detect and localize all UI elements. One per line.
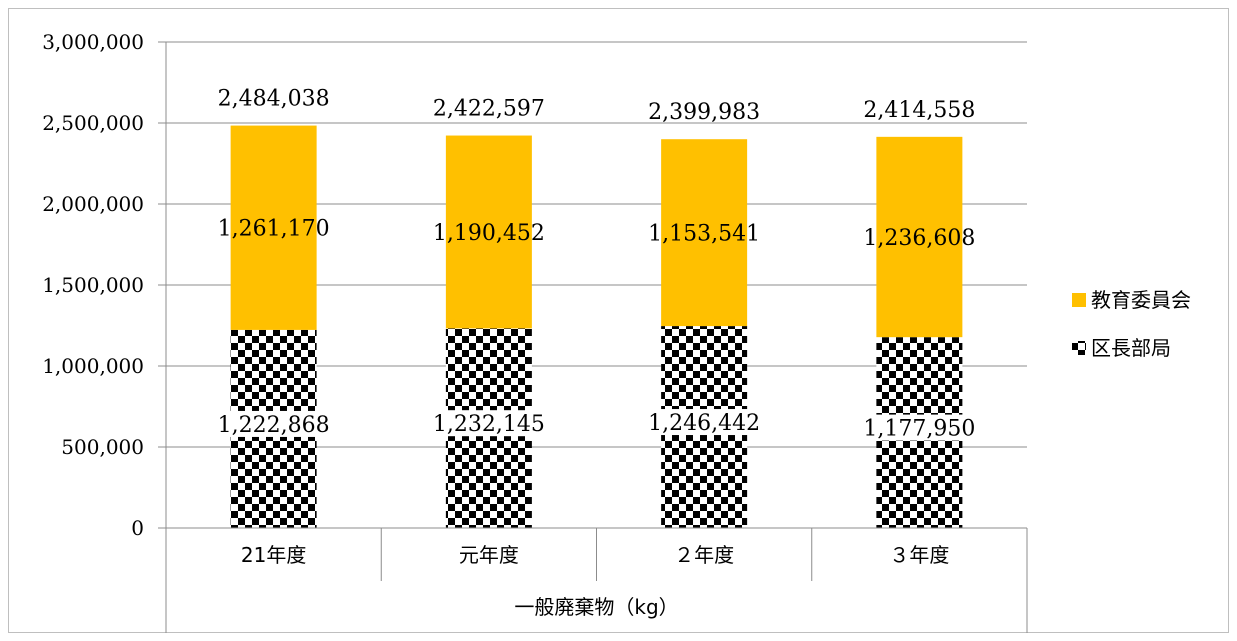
y-tick-label: 2,500,000 — [42, 111, 144, 135]
chart-frame — [8, 8, 1229, 633]
data-label-区長部局: 1,222,868 — [218, 413, 330, 438]
data-label-教育委員会: 1,236,608 — [863, 226, 975, 251]
y-tick-label: 2,000,000 — [42, 192, 144, 216]
data-label-total: 2,399,983 — [648, 100, 760, 125]
y-tick-label: 3,000,000 — [42, 30, 144, 54]
legend-label-区長部局: 区長部局 — [1091, 336, 1171, 360]
legend-label-教育委員会: 教育委員会 — [1091, 288, 1191, 312]
y-tick-label: 1,000,000 — [42, 354, 144, 378]
data-label-bg — [413, 410, 564, 437]
legend-swatch-区長部局 — [1072, 341, 1086, 355]
x-group-label: 一般廃棄物（kg） — [514, 595, 678, 619]
data-label-教育委員会: 1,190,452 — [433, 221, 545, 246]
y-tick-label: 500,000 — [61, 435, 144, 459]
data-label-total: 2,414,558 — [863, 98, 975, 123]
data-label-bg — [844, 414, 995, 441]
data-label-区長部局: 1,246,442 — [648, 411, 760, 436]
data-label-total: 2,484,038 — [218, 87, 330, 112]
data-label-bg — [198, 410, 349, 437]
y-tick-label: 1,500,000 — [42, 273, 144, 297]
data-label-区長部局: 1,232,145 — [433, 412, 545, 437]
bar-教育委員会 — [445, 135, 532, 329]
bar-教育委員会 — [230, 125, 317, 330]
bar-教育委員会 — [661, 139, 748, 327]
y-axis-ticks: 0 500,000 1,000,000 1,500,000 2,000,000 2,500… — [42, 30, 144, 540]
legend-swatch-教育委員会 — [1072, 293, 1086, 307]
x-tick-label: 21年度 — [241, 543, 306, 567]
bar-教育委員会 — [876, 136, 963, 338]
data-labels: 1,222,868 1,261,170 2,484,038 1,232,145 1,19… — [198, 87, 995, 442]
bars — [230, 125, 963, 528]
y-tick-label: 0 — [131, 516, 144, 540]
x-tick-label: 元年度 — [459, 543, 519, 567]
data-label-教育委員会: 1,153,541 — [648, 222, 760, 247]
x-tick-label: ２年度 — [674, 543, 734, 567]
x-tick-label: ３年度 — [889, 543, 949, 567]
data-label-区長部局: 1,177,950 — [863, 417, 975, 442]
data-label-total: 2,422,597 — [433, 97, 545, 122]
data-label-bg — [629, 409, 780, 436]
data-label-教育委員会: 1,261,170 — [218, 217, 330, 242]
